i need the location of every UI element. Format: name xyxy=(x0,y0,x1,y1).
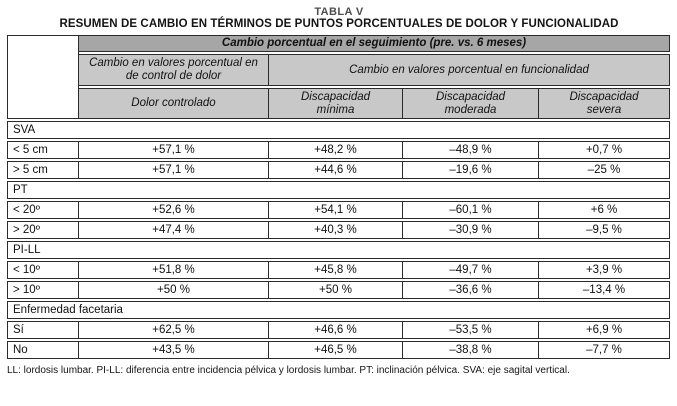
section-label: Enfermedad facetaria xyxy=(7,301,671,320)
data-row: > 5 cm +57,1 % +44,6 % –19,6 % –25 % xyxy=(7,161,671,180)
section-row: Enfermedad facetaria xyxy=(7,301,671,320)
value-cell: –7,7 % xyxy=(539,341,671,360)
row-label: > 10º xyxy=(7,281,79,300)
row-label: < 10º xyxy=(7,261,79,280)
table-caption: RESUMEN DE CAMBIO EN TÉRMINOS DE PUNTOS … xyxy=(59,18,619,30)
value-cell: +46,6 % xyxy=(269,321,403,340)
data-row: < 10º +51,8 % +45,8 % –49,7 % +3,9 % xyxy=(7,261,671,280)
header-followup: Cambio porcentual en el seguimiento (pre… xyxy=(79,35,671,53)
summary-table: Cambio porcentual en el seguimiento (pre… xyxy=(7,33,671,361)
section-label: SVA xyxy=(7,121,671,140)
value-cell: –60,1 % xyxy=(403,201,539,220)
value-cell: +57,1 % xyxy=(79,141,269,160)
value-cell: +50 % xyxy=(269,281,403,300)
value-cell: +45,8 % xyxy=(269,261,403,280)
section-label: PT xyxy=(7,181,671,200)
value-cell: –9,5 % xyxy=(539,221,671,240)
value-cell: –36,6 % xyxy=(403,281,539,300)
header-pain-group: Cambio en valores porcentual en de contr… xyxy=(79,54,269,87)
header-col-disc-moderada: Discapacidad moderada xyxy=(403,88,539,120)
value-cell: –19,6 % xyxy=(403,161,539,180)
value-cell: +48,2 % xyxy=(269,141,403,160)
value-cell: –49,7 % xyxy=(403,261,539,280)
row-label: < 5 cm xyxy=(7,141,79,160)
value-cell: +44,6 % xyxy=(269,161,403,180)
row-label: > 20º xyxy=(7,221,79,240)
value-cell: –48,9 % xyxy=(403,141,539,160)
value-cell: +57,1 % xyxy=(79,161,269,180)
row-label: Sí xyxy=(7,321,79,340)
data-row: Sí +62,5 % +46,6 % –53,5 % +6,9 % xyxy=(7,321,671,340)
data-row: < 20º +52,6 % +54,1 % –60,1 % +6 % xyxy=(7,201,671,220)
value-cell: +6 % xyxy=(539,201,671,220)
section-row: SVA xyxy=(7,121,671,140)
header-row-groups: Cambio en valores porcentual en de contr… xyxy=(7,54,671,87)
table-footnote: LL: lordosis lumbar. PI-LL: diferencia e… xyxy=(7,365,570,377)
header-function-group: Cambio en valores porcentual en funciona… xyxy=(269,54,671,87)
value-cell: +3,9 % xyxy=(539,261,671,280)
value-cell: +47,4 % xyxy=(79,221,269,240)
value-cell: –25 % xyxy=(539,161,671,180)
row-label: > 5 cm xyxy=(7,161,79,180)
value-cell: –30,9 % xyxy=(403,221,539,240)
value-cell: –53,5 % xyxy=(403,321,539,340)
header-col-disc-severa: Discapacidad severa xyxy=(539,88,671,120)
value-cell: +51,8 % xyxy=(79,261,269,280)
data-row: No +43,5 % +46,5 % –38,8 % –7,7 % xyxy=(7,341,671,360)
table-head: Cambio porcentual en el seguimiento (pre… xyxy=(7,35,671,120)
value-cell: +62,5 % xyxy=(79,321,269,340)
header-row-columns: Dolor controlado Discapacidad mínima Dis… xyxy=(7,88,671,120)
value-cell: +46,5 % xyxy=(269,341,403,360)
value-cell: –13,4 % xyxy=(539,281,671,300)
value-cell: +54,1 % xyxy=(269,201,403,220)
section-label: PI-LL xyxy=(7,241,671,260)
section-row: PT xyxy=(7,181,671,200)
corner-cell xyxy=(7,35,79,120)
data-row: > 20º +47,4 % +40,3 % –30,9 % –9,5 % xyxy=(7,221,671,240)
value-cell: +40,3 % xyxy=(269,221,403,240)
row-label: < 20º xyxy=(7,201,79,220)
header-row-top: Cambio porcentual en el seguimiento (pre… xyxy=(7,35,671,120)
data-row: > 10º +50 % +50 % –36,6 % –13,4 % xyxy=(7,281,671,300)
table-body: SVA < 5 cm +57,1 % +48,2 % –48,9 % +0,7 % > 5 … xyxy=(7,121,671,360)
value-cell: +50 % xyxy=(79,281,269,300)
header-col-dolor: Dolor controlado xyxy=(79,88,269,120)
row-label: No xyxy=(7,341,79,360)
data-row: < 5 cm +57,1 % +48,2 % –48,9 % +0,7 % xyxy=(7,141,671,160)
table-number-title: TABLA V xyxy=(314,6,364,18)
value-cell: +52,6 % xyxy=(79,201,269,220)
value-cell: +6,9 % xyxy=(539,321,671,340)
section-row: PI-LL xyxy=(7,241,671,260)
value-cell: –38,8 % xyxy=(403,341,539,360)
value-cell: +43,5 % xyxy=(79,341,269,360)
header-col-disc-minima: Discapacidad mínima xyxy=(269,88,403,120)
value-cell: +0,7 % xyxy=(539,141,671,160)
